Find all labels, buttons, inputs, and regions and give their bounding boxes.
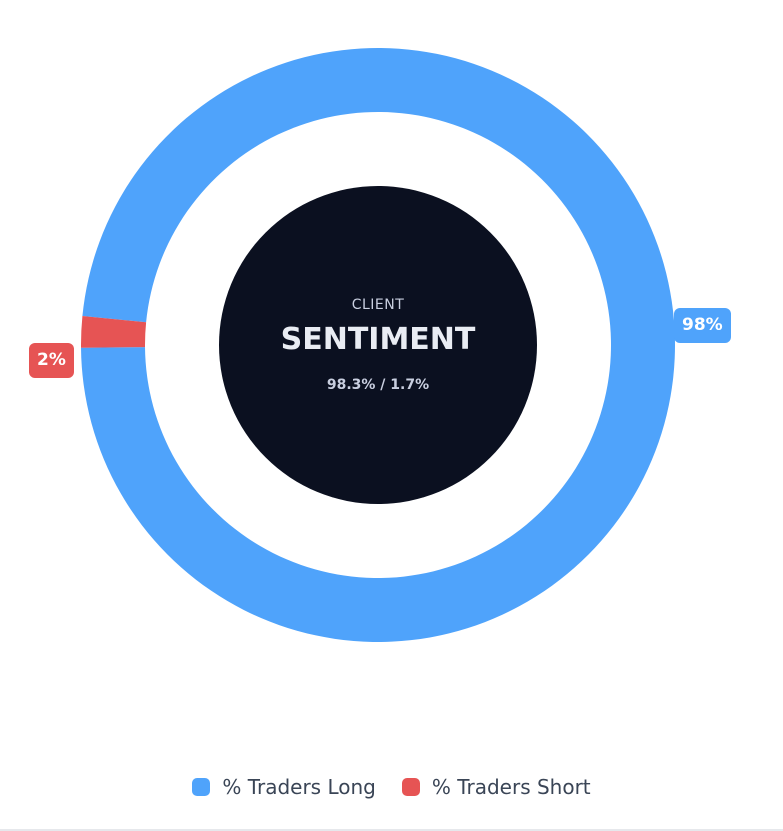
legend-label-long: % Traders Long xyxy=(222,775,376,799)
bottom-divider xyxy=(0,829,783,831)
donut-slice-short[interactable] xyxy=(81,316,147,348)
legend-swatch-short xyxy=(401,778,420,796)
center-top-text: CLIENT xyxy=(351,297,405,313)
legend-label-short: % Traders Short xyxy=(431,775,591,799)
chart-legend: % Traders Long % Traders Short xyxy=(0,775,783,799)
legend-item-long[interactable]: % Traders Long xyxy=(192,775,376,799)
legend-item-short[interactable]: % Traders Short xyxy=(401,775,591,799)
center-sub-text: 98.3% / 1.7% xyxy=(326,377,430,393)
chart-center-disc xyxy=(219,186,537,504)
slice-label-short: 2% xyxy=(29,343,74,378)
legend-swatch-long xyxy=(192,778,211,796)
slice-label-long: 98% xyxy=(674,308,731,343)
center-main-text: SENTIMENT xyxy=(280,322,476,357)
